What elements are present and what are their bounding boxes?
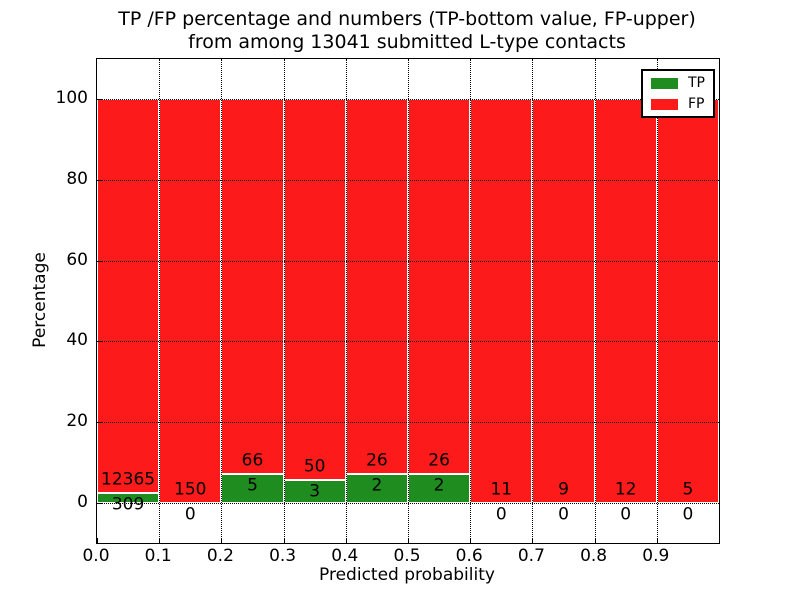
x-tick-label: 0.3 [269, 546, 297, 566]
tp-count-label: 0 [184, 504, 196, 525]
fp-bar-segment [159, 99, 222, 503]
x-tick-label: 0.6 [455, 546, 483, 566]
fp-bar-segment [656, 99, 719, 503]
y-tick-label: 100 [55, 88, 88, 109]
tp-count-label: 0 [558, 504, 569, 525]
x-tick [594, 538, 596, 543]
fp-count-label: 26 [428, 450, 450, 471]
x-gridline [159, 59, 161, 543]
tp-count-label: 0 [682, 504, 694, 525]
fp-bar-segment [594, 99, 657, 503]
x-tick-label: 0.9 [642, 546, 670, 566]
x-gridline [408, 59, 409, 543]
y-gridline [97, 422, 719, 424]
tp-legend-swatch [651, 77, 678, 89]
fp-count-label: 9 [558, 479, 569, 500]
x-tick [408, 538, 409, 543]
x-gridline [532, 59, 534, 543]
y-tick [97, 502, 102, 504]
y-tick-label: 80 [66, 169, 88, 190]
x-tick-label: 0.0 [82, 546, 110, 566]
x-tick-label: 0.7 [517, 546, 545, 566]
x-tick [97, 538, 98, 543]
y-gridline [97, 99, 719, 101]
fp-bar-segment [470, 99, 533, 503]
y-gridline [97, 502, 719, 504]
fp-count-label: 12365 [101, 469, 156, 490]
tp-count-label: 0 [620, 504, 632, 525]
fp-legend-swatch [651, 98, 678, 110]
x-tick [221, 538, 223, 543]
y-tick [97, 180, 102, 182]
fp-count-label: 50 [303, 456, 326, 477]
x-tick-label: 0.4 [331, 546, 359, 566]
y-tick [97, 260, 102, 262]
x-tick [159, 538, 161, 543]
fp-count-label: 26 [366, 450, 388, 471]
y-gridline [97, 341, 719, 343]
fp-count-label: 5 [682, 479, 694, 500]
x-tick [656, 538, 658, 543]
legend-item-tp: TP [651, 76, 705, 90]
tp-count-label: 2 [371, 475, 383, 496]
x-gridline [594, 59, 596, 543]
fp-bar-segment [221, 99, 284, 475]
x-tick-label: 0.8 [580, 546, 608, 566]
tp-bar-segment [97, 492, 160, 503]
chart-title-line2: from among 13041 submitted L-type contac… [188, 31, 626, 53]
y-tick-label: 20 [66, 411, 88, 432]
legend: TP FP [641, 69, 715, 118]
x-gridline [345, 59, 347, 543]
y-tick [97, 99, 102, 101]
y-tick-label: 0 [77, 491, 88, 512]
x-tick [283, 538, 285, 543]
fp-bar-segment [408, 99, 471, 474]
fp-bar-segment [532, 99, 595, 503]
y-tick [97, 341, 102, 343]
tp-count-label: 2 [433, 475, 445, 496]
tp-bar-segment [221, 474, 284, 503]
y-tick [97, 422, 102, 424]
x-gridline [221, 59, 223, 543]
fp-bar-segment [345, 99, 408, 474]
x-axis-label: Predicted probability [319, 565, 495, 585]
x-tick-label: 0.2 [206, 546, 234, 566]
y-gridline [97, 260, 719, 262]
fp-count-label: 11 [490, 479, 513, 500]
x-tick [532, 538, 534, 543]
tp-count-label: 3 [309, 481, 321, 502]
x-tick [470, 538, 472, 543]
chart-title: TP /FP percentage and numbers (TP-bottom… [96, 8, 718, 54]
fp-count-label: 12 [614, 479, 637, 500]
tp-count-label: 309 [111, 494, 145, 515]
y-gridline [97, 180, 719, 182]
chart-title-line1: TP /FP percentage and numbers (TP-bottom… [118, 8, 696, 30]
x-tick-label: 0.1 [144, 546, 172, 566]
x-tick [345, 538, 347, 543]
x-tick-label: 0.5 [393, 546, 421, 566]
y-tick-label: 60 [66, 249, 88, 270]
tp-count-label: 0 [495, 504, 507, 525]
y-tick-label: 40 [66, 330, 88, 351]
x-gridline [283, 59, 285, 543]
x-gridline [470, 59, 472, 543]
x-gridline [656, 59, 658, 543]
plot-area: TP FP 12365 309 150 0 66 5 50 3 26 2 26 2 11 0 9 0 12 0 5 0 [96, 58, 720, 544]
tp-count-label: 5 [247, 475, 258, 496]
fp-legend-label: FP [688, 96, 705, 112]
tp-legend-label: TP [688, 75, 705, 91]
fp-count-label: 66 [241, 450, 264, 471]
legend-item-fp: FP [651, 97, 705, 111]
fp-count-label: 150 [174, 479, 207, 500]
fp-bar-segment [97, 99, 160, 493]
